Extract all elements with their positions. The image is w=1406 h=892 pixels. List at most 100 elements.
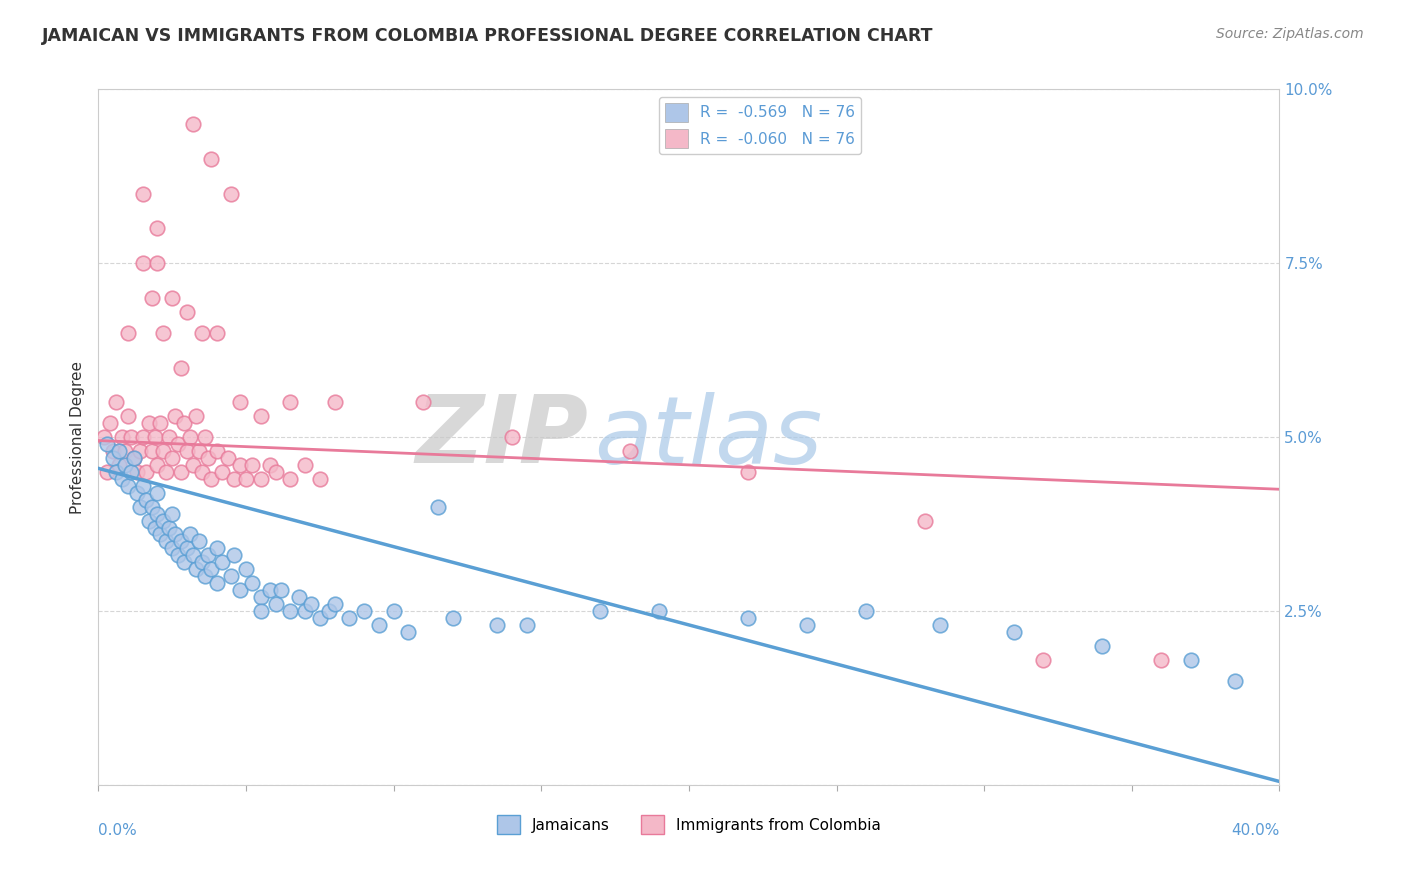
Point [176,444,198,458]
Point [141,291,163,305]
Point [398,624,420,639]
Point [259,458,281,472]
Point [339,611,361,625]
Point [259,583,281,598]
Point [194,430,217,444]
Legend: R =  -0.569   N = 76, R =  -0.060   N = 76: R = -0.569 N = 76, R = -0.060 N = 76 [658,97,860,154]
Point [152,514,174,528]
Point [211,555,233,569]
Point [132,186,155,201]
Point [211,465,233,479]
Point [181,458,204,472]
Point [589,604,612,618]
Point [250,409,273,424]
Point [128,500,150,514]
Point [179,430,201,444]
Point [1002,624,1025,639]
Point [146,221,169,235]
Point [294,604,316,618]
Point [205,326,228,340]
Point [309,611,332,625]
Text: Source: ZipAtlas.com: Source: ZipAtlas.com [1216,27,1364,41]
Point [648,604,671,618]
Point [250,604,273,618]
Point [187,534,209,549]
Point [240,458,263,472]
Point [224,549,246,563]
Point [1032,653,1054,667]
Point [280,604,302,618]
Text: 40.0%: 40.0% [1232,823,1279,838]
Point [181,117,204,131]
Point [162,541,183,556]
Y-axis label: Professional Degree: Professional Degree [69,360,84,514]
Point [855,604,877,618]
Point [167,437,190,451]
Point [120,465,142,479]
Point [155,465,177,479]
Point [162,291,183,305]
Point [224,472,246,486]
Text: ZIP: ZIP [416,391,589,483]
Point [205,576,228,591]
Point [179,527,201,541]
Point [737,465,759,479]
Point [288,590,311,604]
Point [128,444,150,458]
Point [125,485,148,500]
Point [132,256,155,270]
Point [105,465,128,479]
Point [264,597,287,611]
Point [323,395,346,409]
Point [157,430,180,444]
Point [235,472,257,486]
Point [619,444,641,458]
Point [501,430,523,444]
Text: JAMAICAN VS IMMIGRANTS FROM COLOMBIA PROFESSIONAL DEGREE CORRELATION CHART: JAMAICAN VS IMMIGRANTS FROM COLOMBIA PRO… [42,27,934,45]
Text: 0.0%: 0.0% [98,823,138,838]
Point [270,583,292,598]
Point [149,416,172,430]
Point [197,450,219,465]
Point [205,444,228,458]
Point [141,444,163,458]
Point [197,549,219,563]
Point [114,458,136,472]
Point [194,569,217,583]
Point [205,541,228,556]
Point [165,409,187,424]
Point [152,326,174,340]
Point [143,430,166,444]
Point [486,618,509,632]
Point [103,450,125,465]
Point [427,500,450,514]
Point [135,465,157,479]
Text: atlas: atlas [595,392,823,483]
Point [240,576,263,591]
Point [111,430,134,444]
Point [117,479,139,493]
Point [176,305,198,319]
Point [229,395,252,409]
Point [152,444,174,458]
Point [170,534,193,549]
Point [221,569,243,583]
Point [114,444,136,458]
Point [93,430,115,444]
Point [200,152,222,166]
Point [155,534,177,549]
Point [146,485,169,500]
Point [146,256,169,270]
Point [181,549,204,563]
Point [132,479,155,493]
Point [96,465,118,479]
Point [368,618,391,632]
Point [96,437,118,451]
Point [162,507,183,521]
Point [412,395,434,409]
Point [264,465,287,479]
Point [191,465,214,479]
Point [122,450,145,465]
Point [796,618,818,632]
Point [1091,639,1114,653]
